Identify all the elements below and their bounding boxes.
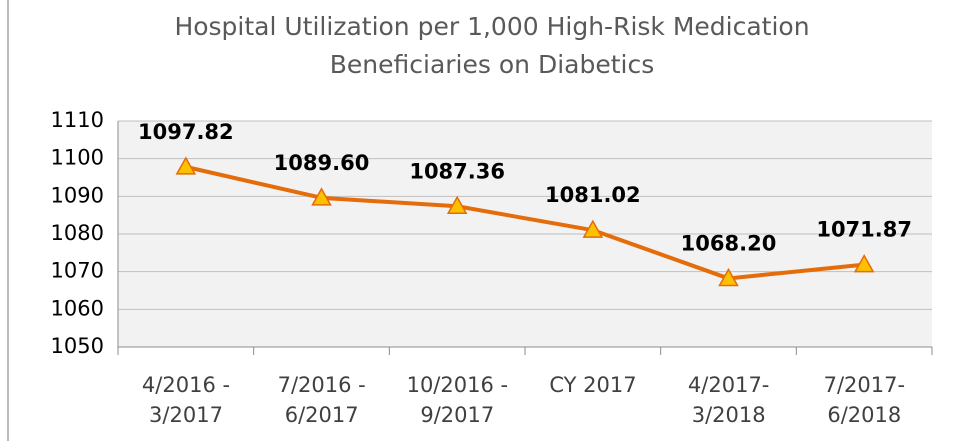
marker (311, 187, 332, 206)
data-label: 1097.82 (138, 120, 234, 144)
data-label: 1071.87 (816, 218, 912, 242)
y-tick-label: 1070 (51, 259, 104, 283)
x-tick-label: 7/2016 - 6/2017 (277, 373, 366, 427)
chart-title: Hospital Utilization per 1,000 High-Risk… (174, 12, 810, 79)
y-tick-label: 1100 (51, 146, 104, 170)
x-tick-label: 10/2016 - 9/2017 (406, 373, 509, 427)
marker (582, 219, 604, 238)
y-tick-label: 1050 (51, 334, 104, 358)
data-label: 1081.02 (545, 183, 641, 207)
data-label: 1089.60 (274, 151, 370, 175)
x-tick-label: 7/2017- 6/2018 (823, 373, 906, 427)
marker (446, 195, 468, 215)
data-label: 1087.36 (409, 159, 505, 183)
marker (853, 254, 875, 273)
marker (718, 267, 739, 287)
y-tick-label: 1110 (51, 108, 104, 132)
y-tick-label: 1080 (51, 221, 104, 245)
x-tick-label: 4/2016 - 3/2017 (141, 373, 231, 427)
data-label: 1068.20 (681, 231, 777, 255)
y-tick-label: 1090 (51, 183, 104, 207)
x-tick-label: CY 2017 (549, 373, 637, 397)
line (185, 164, 865, 281)
y-tick-label: 1060 (51, 296, 104, 320)
x-tick-label: 4/2017- 3/2018 (687, 373, 770, 427)
marker (175, 156, 197, 175)
